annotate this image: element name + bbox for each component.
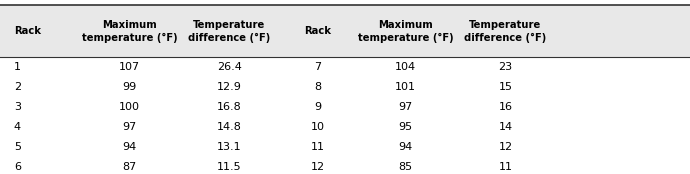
- Text: 1: 1: [14, 62, 21, 72]
- Text: 94: 94: [122, 143, 137, 152]
- Text: 12.9: 12.9: [217, 82, 242, 92]
- Text: 14: 14: [498, 122, 513, 132]
- Text: 3: 3: [14, 102, 21, 112]
- Text: 95: 95: [398, 122, 413, 132]
- Text: Rack: Rack: [14, 26, 41, 36]
- Text: 16.8: 16.8: [217, 102, 241, 112]
- Text: Temperature
difference (°F): Temperature difference (°F): [188, 20, 270, 43]
- Text: 11: 11: [310, 143, 324, 152]
- Text: 23: 23: [498, 62, 513, 72]
- Text: 6: 6: [14, 163, 21, 172]
- Text: Maximum
temperature (°F): Maximum temperature (°F): [357, 20, 453, 43]
- Text: 12: 12: [498, 143, 513, 152]
- Text: Rack: Rack: [304, 26, 331, 36]
- Text: 99: 99: [122, 82, 137, 92]
- Text: Maximum
temperature (°F): Maximum temperature (°F): [81, 20, 177, 43]
- Text: Temperature
difference (°F): Temperature difference (°F): [464, 20, 546, 43]
- Text: 16: 16: [498, 102, 513, 112]
- Text: 11.5: 11.5: [217, 163, 241, 172]
- Text: 97: 97: [122, 122, 137, 132]
- Text: 2: 2: [14, 82, 21, 92]
- Text: 101: 101: [395, 82, 416, 92]
- Text: 8: 8: [314, 82, 321, 92]
- Text: 104: 104: [395, 62, 416, 72]
- Text: 107: 107: [119, 62, 140, 72]
- Text: 87: 87: [122, 163, 137, 172]
- Text: 26.4: 26.4: [217, 62, 242, 72]
- Text: 12: 12: [310, 163, 324, 172]
- Text: 94: 94: [398, 143, 413, 152]
- Text: 7: 7: [314, 62, 321, 72]
- Text: 9: 9: [314, 102, 321, 112]
- Text: 13.1: 13.1: [217, 143, 241, 152]
- Bar: [0, 5, 690, 57]
- Text: 15: 15: [498, 82, 513, 92]
- Text: 85: 85: [398, 163, 413, 172]
- Text: 97: 97: [398, 102, 413, 112]
- Text: 14.8: 14.8: [217, 122, 242, 132]
- Text: 5: 5: [14, 143, 21, 152]
- Text: 10: 10: [310, 122, 324, 132]
- Text: 4: 4: [14, 122, 21, 132]
- Text: 100: 100: [119, 102, 140, 112]
- Text: 11: 11: [498, 163, 513, 172]
